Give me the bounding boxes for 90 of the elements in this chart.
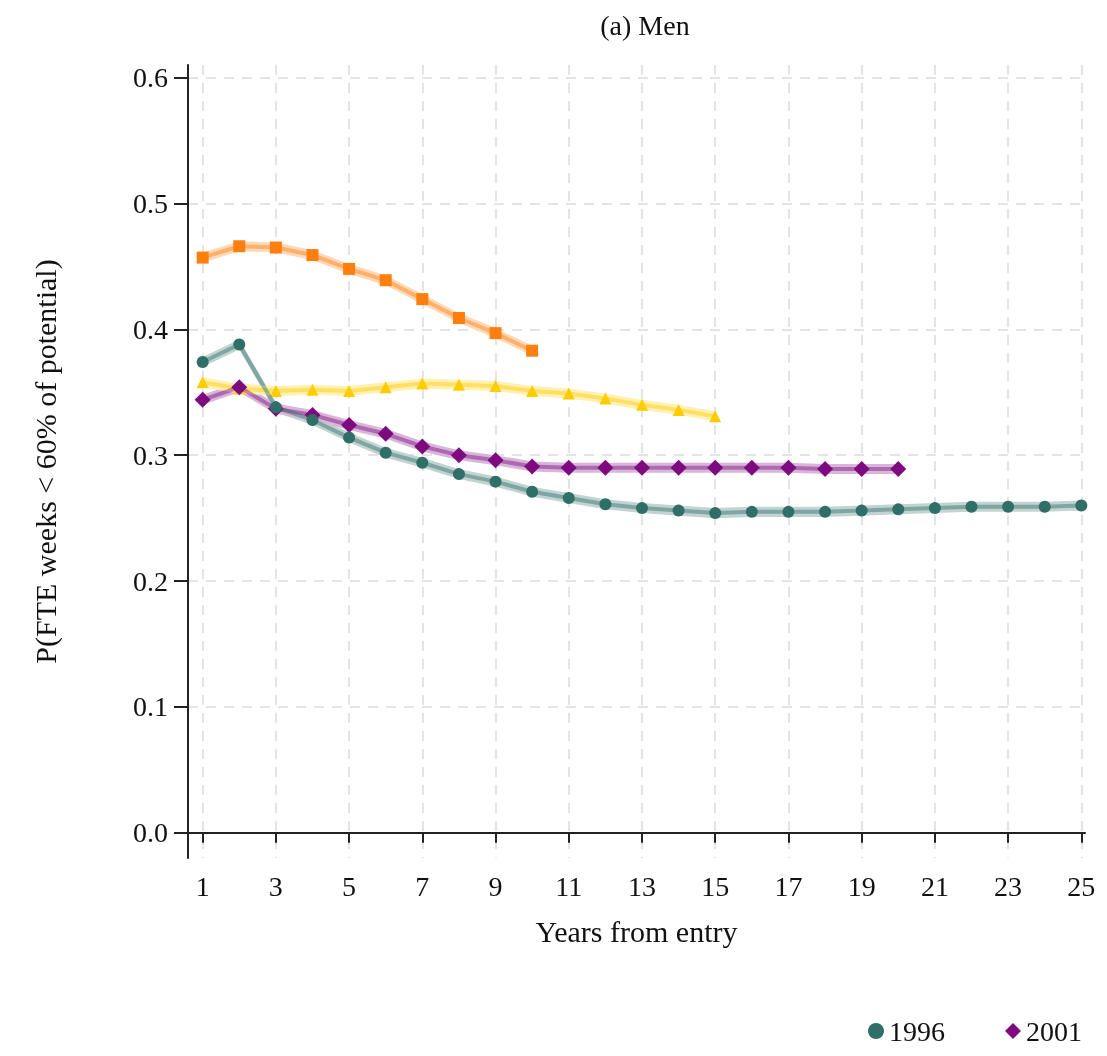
point bbox=[452, 378, 465, 391]
point bbox=[343, 385, 356, 398]
x-tick-label: 21 bbox=[920, 870, 949, 902]
x-axis-title: Years from entry bbox=[535, 914, 738, 948]
point bbox=[599, 392, 612, 405]
y-tick-label: 0.6 bbox=[133, 62, 168, 94]
x-tick-label: 11 bbox=[555, 870, 583, 902]
x-tick-label: 25 bbox=[1067, 870, 1096, 902]
point bbox=[965, 500, 978, 513]
legend-label: 1996 bbox=[889, 1015, 945, 1047]
point bbox=[633, 459, 650, 476]
point bbox=[562, 492, 575, 504]
point bbox=[890, 461, 907, 478]
point bbox=[487, 452, 504, 469]
point bbox=[892, 503, 905, 516]
point bbox=[560, 459, 577, 476]
y-axis-title: P(FTE weeks < 60% of potential) bbox=[28, 259, 63, 664]
point bbox=[780, 459, 797, 476]
point bbox=[416, 293, 429, 306]
point bbox=[196, 251, 209, 264]
point bbox=[489, 475, 502, 488]
x-tick-label: 23 bbox=[994, 870, 1023, 902]
point bbox=[452, 312, 465, 324]
point bbox=[379, 274, 392, 287]
y-tick-label: 0.1 bbox=[133, 691, 168, 723]
x-tick-label: 9 bbox=[488, 870, 503, 902]
point bbox=[817, 461, 834, 478]
point bbox=[269, 385, 282, 398]
point bbox=[635, 398, 648, 411]
point bbox=[670, 459, 687, 476]
point bbox=[524, 458, 541, 475]
point bbox=[562, 387, 575, 400]
point bbox=[709, 507, 722, 520]
point bbox=[489, 379, 502, 392]
point bbox=[1038, 500, 1051, 513]
point bbox=[526, 385, 539, 398]
x-tick-label: 13 bbox=[627, 870, 656, 902]
point bbox=[526, 344, 539, 357]
point bbox=[306, 249, 319, 262]
point bbox=[743, 459, 760, 476]
point bbox=[233, 338, 246, 351]
point bbox=[377, 425, 394, 442]
point bbox=[416, 456, 429, 469]
point bbox=[450, 447, 467, 464]
point bbox=[599, 498, 612, 511]
x-tick-label: 19 bbox=[847, 870, 876, 902]
y-tick-label: 0.3 bbox=[133, 439, 168, 471]
point bbox=[707, 459, 724, 476]
point bbox=[782, 505, 795, 518]
point bbox=[341, 417, 358, 433]
point bbox=[414, 438, 431, 455]
point bbox=[379, 446, 392, 459]
point bbox=[194, 391, 211, 408]
point bbox=[855, 504, 868, 517]
x-tick-label: 3 bbox=[268, 870, 283, 902]
x-tick-label: 15 bbox=[701, 870, 730, 902]
y-tick-label: 0.0 bbox=[133, 817, 168, 849]
point bbox=[452, 468, 465, 481]
x-tick-label: 17 bbox=[774, 870, 803, 902]
point bbox=[819, 505, 832, 518]
point bbox=[672, 403, 685, 416]
y-tick-label: 0.5 bbox=[133, 187, 168, 219]
point bbox=[306, 413, 319, 426]
y-tick-label: 0.4 bbox=[133, 313, 168, 345]
point bbox=[489, 327, 502, 340]
point bbox=[343, 431, 356, 444]
point bbox=[1002, 500, 1015, 513]
point bbox=[597, 459, 614, 476]
point bbox=[379, 381, 392, 394]
point bbox=[672, 504, 685, 517]
point bbox=[1075, 499, 1088, 512]
y-tick-label: 0.2 bbox=[133, 565, 168, 597]
point bbox=[526, 485, 539, 498]
x-tick-label: 1 bbox=[195, 870, 210, 902]
point bbox=[745, 505, 758, 518]
point bbox=[269, 241, 282, 254]
point bbox=[928, 502, 941, 515]
point bbox=[196, 376, 209, 389]
chart-title: (a) Men bbox=[600, 9, 690, 41]
point bbox=[196, 356, 209, 369]
point bbox=[306, 383, 319, 396]
point bbox=[709, 410, 722, 423]
point bbox=[853, 461, 870, 478]
point bbox=[233, 240, 246, 253]
x-tick-label: 7 bbox=[415, 870, 430, 902]
point bbox=[636, 502, 648, 515]
point bbox=[416, 377, 429, 390]
legend-label: 2001 bbox=[1026, 1015, 1082, 1047]
x-tick-label: 5 bbox=[342, 870, 357, 902]
point bbox=[343, 262, 356, 275]
